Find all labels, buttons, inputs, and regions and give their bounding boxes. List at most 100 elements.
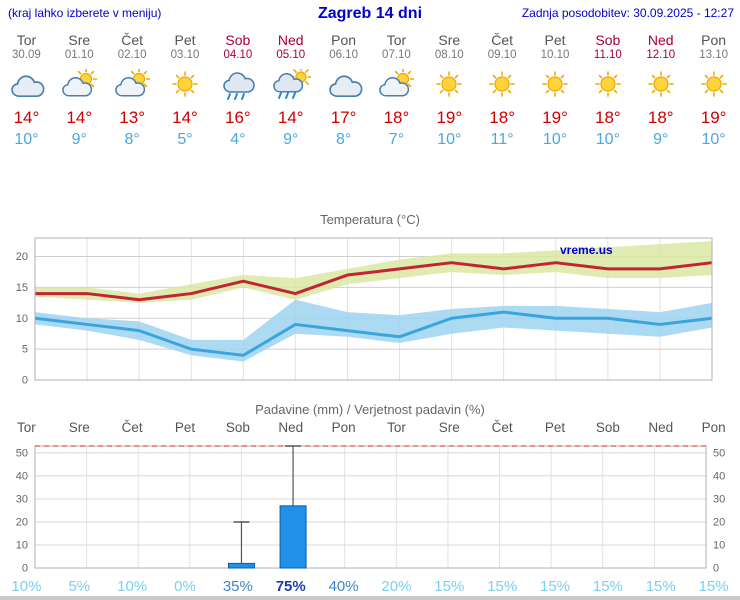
temp-min: 10° xyxy=(542,131,568,148)
precip-bar xyxy=(279,505,307,569)
precip-day-label: Sob xyxy=(595,420,620,435)
day-column: Sre 08.10 19° 10° xyxy=(423,30,476,168)
temp-max: 16° xyxy=(225,108,251,127)
day-name: Čet xyxy=(121,32,144,48)
temp-max: 19° xyxy=(700,108,727,127)
precip-probability: 10% xyxy=(117,578,148,595)
day-date: 10.10 xyxy=(540,49,570,61)
y-axis-label: 10 xyxy=(16,313,28,325)
day-name: Pon xyxy=(331,32,357,48)
day-name: Tor xyxy=(386,32,407,48)
sunny-icon xyxy=(581,69,634,105)
day-column: Čet 09.10 18° 11° xyxy=(476,30,529,168)
forecast-days-strip: Tor 30.09 14° 10° Sre 01.10 14° 9° Čet 0… xyxy=(0,30,740,168)
temp-max: 19° xyxy=(436,108,463,127)
temp-min: 9° xyxy=(283,131,299,148)
y-axis-label-left: 0 xyxy=(22,563,28,575)
precip-day-label: Sre xyxy=(438,420,460,435)
precip-day-label: Sre xyxy=(68,420,90,435)
cloudy-icon xyxy=(0,69,53,105)
precip-day-label: Sob xyxy=(225,420,250,435)
menu-hint[interactable]: (kraj lahko izberete v meniju) xyxy=(8,6,162,20)
day-column: Pet 03.10 14° 5° xyxy=(159,30,212,168)
day-column: Tor 07.10 18° 7° xyxy=(370,30,423,168)
precip-probability: 5% xyxy=(68,578,91,595)
precipitation-chart-title: Padavine (mm) / Verjetnost padavin (%) xyxy=(255,402,485,417)
temp-min: 7° xyxy=(388,131,405,148)
precip-probability: 15% xyxy=(592,578,623,595)
day-date: 06.10 xyxy=(329,49,358,61)
y-axis-label-right: 50 xyxy=(713,447,725,459)
precip-day-label: Pon xyxy=(331,420,356,435)
plot-frame xyxy=(34,445,707,569)
sunny-icon xyxy=(423,69,476,105)
y-axis-label-left: 10 xyxy=(16,539,28,551)
temp-min: 11° xyxy=(490,131,514,148)
day-date: 05.10 xyxy=(276,49,306,61)
temp-max: 14° xyxy=(277,108,304,127)
horizontal-scrollbar[interactable] xyxy=(0,596,740,600)
day-column: Ned 12.10 18° 9° xyxy=(634,30,687,168)
precipitation-probability-row: 10% 5% 10% 0% 35% 75% 40% 20% 15% 15% 15% 15% 15% 15% xyxy=(0,578,740,595)
precip-probability: 15% xyxy=(487,578,518,595)
cloudy-icon xyxy=(317,69,370,105)
precip-day-label: Tor xyxy=(17,420,36,435)
precip-bar xyxy=(227,562,255,569)
temp-max: 17° xyxy=(330,108,357,127)
precip-probability: 10% xyxy=(11,578,42,595)
precip-probability: 15% xyxy=(698,578,729,595)
day-name: Sre xyxy=(68,32,91,48)
day-date: 11.10 xyxy=(593,49,622,61)
precip-day-label: Tor xyxy=(387,420,406,435)
y-axis-label-left: 20 xyxy=(16,516,28,528)
precip-probability: 15% xyxy=(434,578,465,595)
rain-icon xyxy=(211,69,264,105)
sunny-icon xyxy=(687,69,740,105)
day-date: 07.10 xyxy=(382,49,411,61)
precip-day-label: Čet xyxy=(121,420,143,435)
temp-min: 10° xyxy=(437,131,462,148)
precip-day-label: Ned xyxy=(278,420,304,435)
precipitation-day-labels: Tor Sre Čet Pet Sob Ned Pon Tor Sre Čet Pet Sob Ned P… xyxy=(0,420,740,438)
day-column: Čet 02.10 13° 8° xyxy=(106,30,159,168)
temp-min: 9° xyxy=(653,131,669,148)
precip-day-label: Pon xyxy=(701,420,726,435)
y-axis-label-left: 40 xyxy=(16,470,28,482)
temp-max: 14° xyxy=(13,108,40,127)
temp-max: 18° xyxy=(489,108,516,127)
header: (kraj lahko izberete v meniju) Zagreb 14… xyxy=(0,0,740,28)
precip-day-label: Ned xyxy=(648,420,674,435)
day-column: Pon 13.10 19° 10° xyxy=(687,30,740,168)
day-column: Tor 30.09 14° 10° xyxy=(0,30,53,168)
sunny-icon xyxy=(634,69,687,105)
precip-day-label: Pet xyxy=(544,420,566,435)
day-name: Pon xyxy=(701,32,727,48)
y-axis-label-right: 40 xyxy=(713,470,725,482)
precip-probability: 15% xyxy=(645,578,676,595)
precip-probability: 35% xyxy=(222,578,253,595)
y-axis-label-right: 10 xyxy=(713,539,725,551)
day-name: Tor xyxy=(16,32,37,48)
day-name: Pet xyxy=(174,32,196,48)
day-date: 30.09 xyxy=(12,49,41,61)
day-date: 12.10 xyxy=(646,49,676,61)
y-axis-label: 20 xyxy=(16,251,28,263)
y-axis-label-right: 0 xyxy=(713,563,719,575)
precip-day-label: Pet xyxy=(174,420,196,435)
y-axis-label-left: 50 xyxy=(16,447,28,459)
precip-probability: 40% xyxy=(328,578,359,595)
day-column: Sob 04.10 16° 4° xyxy=(211,30,264,168)
sunny-icon xyxy=(476,69,529,105)
day-date: 04.10 xyxy=(223,49,253,61)
temp-min-range-band xyxy=(35,299,712,362)
temperature-chart-title: Temperatura (°C) xyxy=(320,212,420,227)
day-date: 13.10 xyxy=(699,49,728,61)
day-name: Sob xyxy=(225,32,251,48)
temperature-chart: 0 5 10 15 20 vreme.us xyxy=(16,237,713,387)
day-name: Ned xyxy=(277,32,304,48)
precip-probability: 15% xyxy=(540,578,571,595)
temp-max: 19° xyxy=(542,108,568,127)
temp-max: 18° xyxy=(383,108,410,127)
day-date: 02.10 xyxy=(117,49,147,61)
day-column: Pet 10.10 19° 10° xyxy=(529,30,582,168)
